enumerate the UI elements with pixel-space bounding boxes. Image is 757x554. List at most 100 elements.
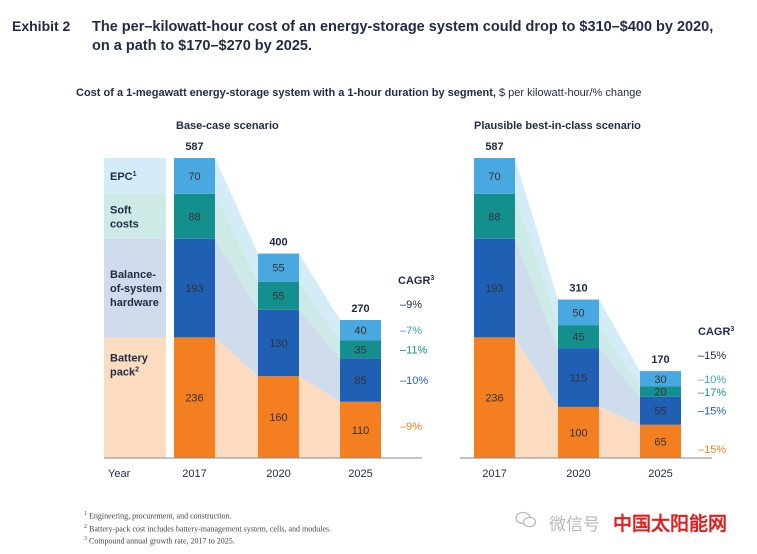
connector-band <box>599 299 640 387</box>
bar-value: 85 <box>354 375 366 387</box>
cagr-value: –9% <box>400 421 422 433</box>
exhibit-title: The per–kilowatt-hour cost of an energy-… <box>92 19 714 54</box>
cagr-total: –9% <box>400 299 422 311</box>
cagr-header: CAGR3 <box>398 275 434 287</box>
bar-total: 310 <box>569 283 587 295</box>
x-tick-label: 2025 <box>348 468 372 480</box>
connector-band <box>599 325 640 397</box>
bar-segment <box>258 376 299 458</box>
bar-value: 50 <box>572 307 584 319</box>
bar-value: 55 <box>272 263 284 275</box>
bar-segment <box>474 337 515 458</box>
exhibit-number: Exhibit 2 <box>12 18 71 34</box>
connector-band <box>299 281 340 359</box>
x-tick-label: 2020 <box>266 468 290 480</box>
segment-label: pack2 <box>110 366 139 378</box>
bar-value: 70 <box>488 171 500 183</box>
bar-total: 587 <box>485 141 503 153</box>
bar-segment <box>640 396 681 425</box>
bar-value: 40 <box>354 325 366 337</box>
connector-band <box>515 193 558 349</box>
bar-value: 20 <box>654 387 666 399</box>
bar-segment <box>474 193 515 239</box>
bar-total: 270 <box>351 303 369 315</box>
watermark: 微信号 中国太阳能网 <box>515 509 747 535</box>
footnote-marker: 1 <box>133 171 137 178</box>
cagr-value: –17% <box>698 387 726 399</box>
connector-band <box>299 309 340 402</box>
segment-label: Balance- <box>110 269 156 281</box>
cagr-value: –10% <box>698 374 726 386</box>
bar-value: 88 <box>188 211 200 223</box>
bar-segment <box>174 238 215 338</box>
watermark-brand: 中国太阳能网 <box>613 513 728 535</box>
bar-segment <box>258 309 299 377</box>
cagr-header: CAGR3 <box>698 326 734 338</box>
connector-band <box>215 158 258 282</box>
bar-segment <box>258 253 299 282</box>
segment-label-bg <box>104 238 166 338</box>
connector-band <box>299 376 340 458</box>
bar-segment <box>174 158 215 194</box>
bar-total: 587 <box>185 141 203 153</box>
bar-segment <box>474 158 515 194</box>
x-axis-label: Year <box>108 468 131 480</box>
bar-value: 88 <box>488 211 500 223</box>
bar-segment <box>558 325 599 349</box>
bar-value: 30 <box>654 374 666 386</box>
bar-segment <box>340 358 381 402</box>
x-tick-label: 2017 <box>482 468 506 480</box>
segment-label: of-system <box>110 283 162 295</box>
segment-label: Battery <box>110 352 149 364</box>
connector-band <box>515 238 558 407</box>
bar-value: 236 <box>185 392 203 404</box>
bar-value: 193 <box>185 283 203 295</box>
bar-segment <box>558 299 599 326</box>
bar-value: 100 <box>569 427 587 439</box>
cagr-total: –15% <box>698 350 726 362</box>
bar-value: 35 <box>354 344 366 356</box>
x-tick-label: 2020 <box>566 468 590 480</box>
bar-segment <box>174 337 215 458</box>
bar-segment <box>340 340 381 359</box>
panel-title: Plausible best-in-class scenario <box>474 120 641 132</box>
cagr-value: –7% <box>400 325 422 337</box>
footnote-marker: 3 <box>730 326 734 333</box>
panel-title: Base-case scenario <box>176 120 279 132</box>
chart-title-bold: Cost of a 1-megawatt energy-storage syst… <box>76 87 496 99</box>
bar-segment <box>640 371 681 387</box>
bar-value: 45 <box>572 332 584 344</box>
connector-band <box>299 253 340 341</box>
watermark-text: 微信号 <box>549 515 600 535</box>
bar-total: 170 <box>651 354 669 366</box>
cagr-value: –15% <box>698 444 726 456</box>
connector-band <box>599 348 640 425</box>
bar-value: 70 <box>188 171 200 183</box>
bar-segment <box>558 406 599 458</box>
connector-band <box>215 193 258 310</box>
cagr-value: –10% <box>400 375 428 387</box>
bar-segment <box>558 348 599 407</box>
bar-segment <box>474 238 515 338</box>
connector-band <box>599 406 640 458</box>
footnote-marker: 3 <box>430 275 434 282</box>
connector-band <box>215 337 258 458</box>
footnotes: 1 Engineering, procurement, and construc… <box>84 509 331 547</box>
segment-label: costs <box>110 218 139 230</box>
footnote-marker: 2 <box>135 366 139 373</box>
segment-label: EPC1 <box>110 171 137 183</box>
bar-total: 400 <box>269 237 287 249</box>
x-tick-label: 2025 <box>648 468 672 480</box>
chart-title-unit: $ per kilowatt-hour/% change <box>495 87 642 99</box>
bar-segment <box>258 281 299 310</box>
bar-segment <box>340 320 381 341</box>
bar-value: 65 <box>654 436 666 448</box>
segment-label-bg <box>104 337 166 458</box>
chart-subtitle: Cost of a 1-megawatt energy-storage syst… <box>76 87 641 99</box>
bar-value: 130 <box>269 338 287 350</box>
bar-segment <box>340 401 381 458</box>
footnote-1: 1 Engineering, procurement, and construc… <box>84 511 232 521</box>
bar-value: 110 <box>352 425 370 437</box>
